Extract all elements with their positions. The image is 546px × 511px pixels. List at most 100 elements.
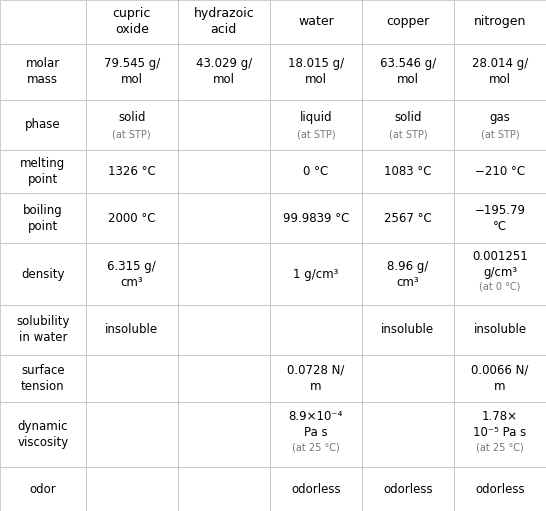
Bar (0, 0, 86, 43)
Text: cupric
oxide: cupric oxide (112, 7, 151, 36)
Bar (362, 468, 454, 511)
Text: copper: copper (386, 15, 430, 28)
Bar (270, 100, 362, 150)
Bar (86, 100, 178, 150)
Bar (178, 43, 270, 100)
Bar (178, 402, 270, 468)
Bar (270, 243, 362, 305)
Bar (362, 305, 454, 355)
Text: 0 °C: 0 °C (303, 165, 329, 178)
Text: density: density (21, 268, 64, 281)
Bar (454, 100, 546, 150)
Bar (270, 0, 362, 43)
Text: water: water (298, 15, 334, 28)
Text: 8.9×10⁻⁴
Pa s: 8.9×10⁻⁴ Pa s (289, 410, 343, 439)
Text: 0.0728 N/
m: 0.0728 N/ m (287, 364, 345, 393)
Text: (at STP): (at STP) (389, 130, 427, 140)
Bar (270, 305, 362, 355)
Bar (362, 355, 454, 402)
Bar (178, 100, 270, 150)
Text: insoluble: insoluble (473, 323, 526, 337)
Bar (0, 43, 86, 100)
Bar (454, 305, 546, 355)
Text: 1083 °C: 1083 °C (384, 165, 432, 178)
Text: 2567 °C: 2567 °C (384, 212, 432, 225)
Bar (178, 355, 270, 402)
Text: insoluble: insoluble (105, 323, 158, 337)
Bar (178, 305, 270, 355)
Text: boiling
point: boiling point (23, 203, 63, 233)
Text: (at STP): (at STP) (112, 130, 151, 140)
Text: 1 g/cm³: 1 g/cm³ (293, 268, 339, 281)
Bar (86, 243, 178, 305)
Bar (0, 355, 86, 402)
Bar (178, 193, 270, 243)
Bar (0, 468, 86, 511)
Text: 43.029 g/
mol: 43.029 g/ mol (195, 57, 252, 86)
Bar (270, 468, 362, 511)
Bar (0, 402, 86, 468)
Bar (178, 0, 270, 43)
Text: solubility
in water: solubility in water (16, 315, 69, 344)
Bar (86, 150, 178, 193)
Text: 18.015 g/
mol: 18.015 g/ mol (288, 57, 344, 86)
Text: (at 0 °C): (at 0 °C) (479, 282, 521, 291)
Bar (362, 243, 454, 305)
Text: odor: odor (29, 483, 56, 496)
Text: −210 °C: −210 °C (475, 165, 525, 178)
Bar (0, 100, 86, 150)
Text: 99.9839 °C: 99.9839 °C (283, 212, 349, 225)
Text: melting
point: melting point (20, 157, 66, 186)
Text: 2000 °C: 2000 °C (108, 212, 156, 225)
Bar (362, 402, 454, 468)
Bar (362, 193, 454, 243)
Text: liquid: liquid (300, 111, 332, 124)
Bar (0, 150, 86, 193)
Text: 1326 °C: 1326 °C (108, 165, 156, 178)
Text: gas: gas (490, 111, 511, 124)
Bar (362, 43, 454, 100)
Text: odorless: odorless (475, 483, 525, 496)
Bar (86, 355, 178, 402)
Bar (86, 468, 178, 511)
Bar (454, 0, 546, 43)
Text: molar
mass: molar mass (26, 57, 60, 86)
Bar (0, 243, 86, 305)
Text: (at STP): (at STP) (480, 130, 519, 140)
Bar (86, 0, 178, 43)
Text: 79.545 g/
mol: 79.545 g/ mol (104, 57, 160, 86)
Bar (270, 402, 362, 468)
Bar (86, 305, 178, 355)
Text: (at STP): (at STP) (296, 130, 335, 140)
Text: −195.79
°C: −195.79 °C (474, 203, 525, 233)
Bar (454, 43, 546, 100)
Bar (270, 43, 362, 100)
Text: phase: phase (25, 118, 61, 131)
Bar (454, 193, 546, 243)
Text: dynamic
viscosity: dynamic viscosity (17, 420, 68, 449)
Text: 63.546 g/
mol: 63.546 g/ mol (380, 57, 436, 86)
Bar (362, 150, 454, 193)
Text: nitrogen: nitrogen (474, 15, 526, 28)
Bar (178, 468, 270, 511)
Text: 28.014 g/
mol: 28.014 g/ mol (472, 57, 528, 86)
Text: hydrazoic
acid: hydrazoic acid (193, 7, 254, 36)
Text: (at 25 °C): (at 25 °C) (476, 443, 524, 453)
Bar (454, 355, 546, 402)
Bar (362, 100, 454, 150)
Text: 0.0066 N/
m: 0.0066 N/ m (471, 364, 529, 393)
Bar (454, 402, 546, 468)
Bar (454, 243, 546, 305)
Bar (86, 402, 178, 468)
Text: odorless: odorless (383, 483, 433, 496)
Bar (0, 305, 86, 355)
Text: 8.96 g/
cm³: 8.96 g/ cm³ (387, 260, 429, 289)
Bar (270, 193, 362, 243)
Text: (at 25 °C): (at 25 °C) (292, 443, 340, 453)
Bar (270, 150, 362, 193)
Text: solid: solid (394, 111, 422, 124)
Bar (86, 43, 178, 100)
Bar (178, 150, 270, 193)
Text: 0.001251
g/cm³: 0.001251 g/cm³ (472, 250, 528, 279)
Bar (362, 0, 454, 43)
